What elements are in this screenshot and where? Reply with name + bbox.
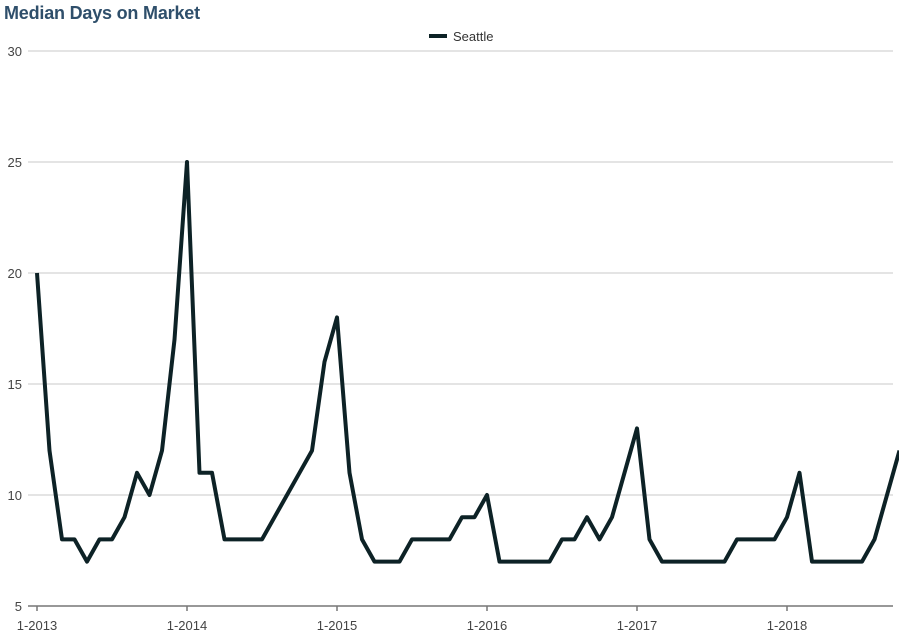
- series-lines: [35, 160, 899, 564]
- x-tick-label-1-2013: 1-2013: [17, 618, 57, 633]
- x-tick-label-1-2017: 1-2017: [617, 618, 657, 633]
- y-axis-ticks: 5 10 15 20 25 30: [8, 44, 22, 614]
- chart-title: Median Days on Market: [4, 3, 200, 23]
- y-tick-label-5: 5: [15, 599, 22, 614]
- grid-lines: [28, 50, 893, 496]
- y-tick-label-10: 10: [8, 488, 22, 503]
- x-tick-label-1-2018: 1-2018: [767, 618, 807, 633]
- legend: Seattle: [429, 29, 493, 44]
- legend-label-seattle: Seattle: [453, 29, 493, 44]
- y-tick-label-15: 15: [8, 377, 22, 392]
- y-tick-label-30: 30: [8, 44, 22, 59]
- y-tick-label-25: 25: [8, 155, 22, 170]
- y-tick-label-20: 20: [8, 266, 22, 281]
- series-line-seattle: [35, 160, 899, 564]
- x-tick-label-1-2014: 1-2014: [167, 618, 207, 633]
- x-tick-label-1-2015: 1-2015: [317, 618, 357, 633]
- x-axis: 1-2013 1-2014 1-2015 1-2016 1-2017 1-2018: [17, 605, 893, 633]
- x-tick-label-1-2016: 1-2016: [467, 618, 507, 633]
